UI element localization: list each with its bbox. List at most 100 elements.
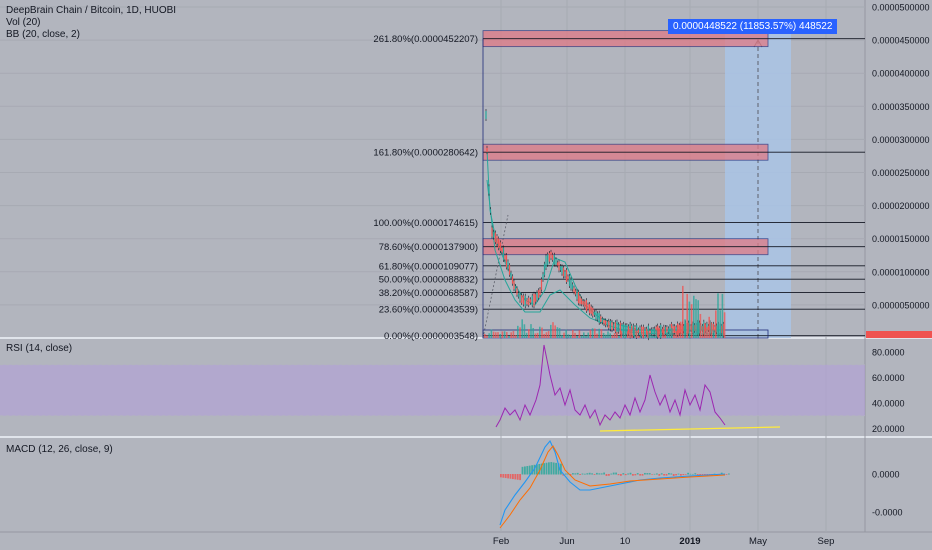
volume-bar <box>488 333 490 338</box>
candle-body <box>548 253 550 262</box>
candle-body <box>565 270 568 282</box>
volume-bar <box>594 328 596 338</box>
macd-histogram-bar <box>694 473 697 475</box>
time-tick: 2019 <box>679 536 700 547</box>
volume-bar <box>642 335 644 338</box>
macd-histogram-bar <box>567 473 569 475</box>
candle-body <box>657 325 659 337</box>
volume-bar <box>649 333 651 338</box>
price-tick: 0.0000100000 <box>872 267 930 277</box>
indicator-rsi[interactable]: RSI (14, close) <box>6 343 73 354</box>
fib-label: 0.00%(0.0000003548) <box>384 331 478 342</box>
symbol-title[interactable]: DeepBrain Chain / Bitcoin, 1D, HUOBI <box>6 5 177 16</box>
candle-body <box>585 300 587 312</box>
macd-histogram-bar <box>581 473 584 475</box>
volume-bar <box>587 332 589 338</box>
fib-label: 50.00%(0.0000088832) <box>379 275 478 286</box>
macd-histogram-bar <box>560 463 562 475</box>
macd-histogram-bar <box>632 474 634 476</box>
fib-label: 161.80%(0.0000280642) <box>373 148 478 159</box>
macd-histogram-bar <box>682 474 685 476</box>
volume-bar <box>627 330 629 338</box>
volume-bar <box>644 334 647 338</box>
indicator-bb[interactable]: BB (20, close, 2) <box>6 29 80 40</box>
volume-bar <box>662 330 664 338</box>
macd-histogram-bar <box>586 473 589 475</box>
candle-body <box>502 247 505 260</box>
time-tick: May <box>749 536 767 547</box>
candle-body <box>579 296 581 304</box>
candle-body <box>493 231 495 238</box>
volume-bar <box>668 331 671 338</box>
candle-body <box>600 316 602 323</box>
fib-label: 261.80%(0.0000452207) <box>373 34 478 45</box>
volume-bar <box>633 330 636 338</box>
volume-bar <box>701 326 704 338</box>
volume-bar <box>695 299 697 338</box>
candle-body <box>517 292 520 297</box>
volume-bar <box>693 295 695 338</box>
candle-body <box>646 328 648 335</box>
candle-body <box>677 323 679 335</box>
macd-histogram-bar <box>629 472 632 475</box>
volume-bar <box>517 325 519 338</box>
candle-body <box>626 325 628 335</box>
candle-body <box>505 254 508 268</box>
macd-histogram-bar <box>672 474 675 476</box>
macd-histogram-bar <box>507 474 509 479</box>
volume-bar <box>563 332 565 338</box>
candle-body <box>555 259 557 265</box>
volume-bar <box>532 328 534 338</box>
volume-bar <box>574 332 576 338</box>
volume-bar <box>580 335 583 338</box>
price-tick: 0.0000500000 <box>872 3 930 13</box>
volume-bar <box>607 331 609 338</box>
macd-histogram-bar <box>576 472 579 475</box>
candle-body <box>501 247 503 253</box>
volume-bar <box>686 293 688 338</box>
candle-body <box>601 318 603 323</box>
volume-bar <box>660 328 662 338</box>
price-tick: 0.0000150000 <box>872 234 930 244</box>
candle-body <box>675 327 677 332</box>
volume-bar <box>616 331 618 338</box>
volume-bar <box>545 332 548 338</box>
candle-body <box>567 276 569 280</box>
macd-tick: -0.0000 <box>872 508 903 518</box>
candle-body <box>488 186 490 194</box>
candle-body <box>593 311 595 315</box>
indicator-volume[interactable]: Vol (20) <box>6 17 41 28</box>
volume-bar <box>556 327 559 338</box>
volume-bar <box>629 329 631 338</box>
macd-histogram-bar <box>516 474 519 480</box>
volume-bar <box>675 330 677 338</box>
candle-body <box>694 325 696 331</box>
time-tick: Jun <box>559 536 574 547</box>
measure-badge[interactable]: 0.0000448522 (11853.57%) 448522 <box>668 19 838 34</box>
volume-bar <box>710 322 713 338</box>
volume-bar <box>717 293 719 338</box>
volume-bar <box>682 285 684 338</box>
candle-body <box>571 284 574 290</box>
macd-histogram-bar <box>653 473 656 475</box>
volume-bar <box>591 328 594 338</box>
volume-bar <box>567 334 570 338</box>
candle-body <box>491 227 493 237</box>
indicator-macd[interactable]: MACD (12, 26, close, 9) <box>6 444 113 455</box>
candle-body <box>561 266 563 274</box>
candle-body <box>678 324 680 334</box>
macd-histogram-bar <box>656 473 658 475</box>
candle-body <box>508 265 511 275</box>
volume-bar <box>664 334 666 338</box>
candle-body <box>592 307 594 316</box>
candle-body <box>654 328 656 335</box>
candle-body <box>545 255 547 269</box>
candle-body <box>712 323 714 333</box>
volume-bar <box>673 334 675 338</box>
candle-body <box>522 295 525 305</box>
volume-bar <box>506 332 508 338</box>
candle-body <box>524 295 526 307</box>
volume-bar <box>715 310 717 338</box>
